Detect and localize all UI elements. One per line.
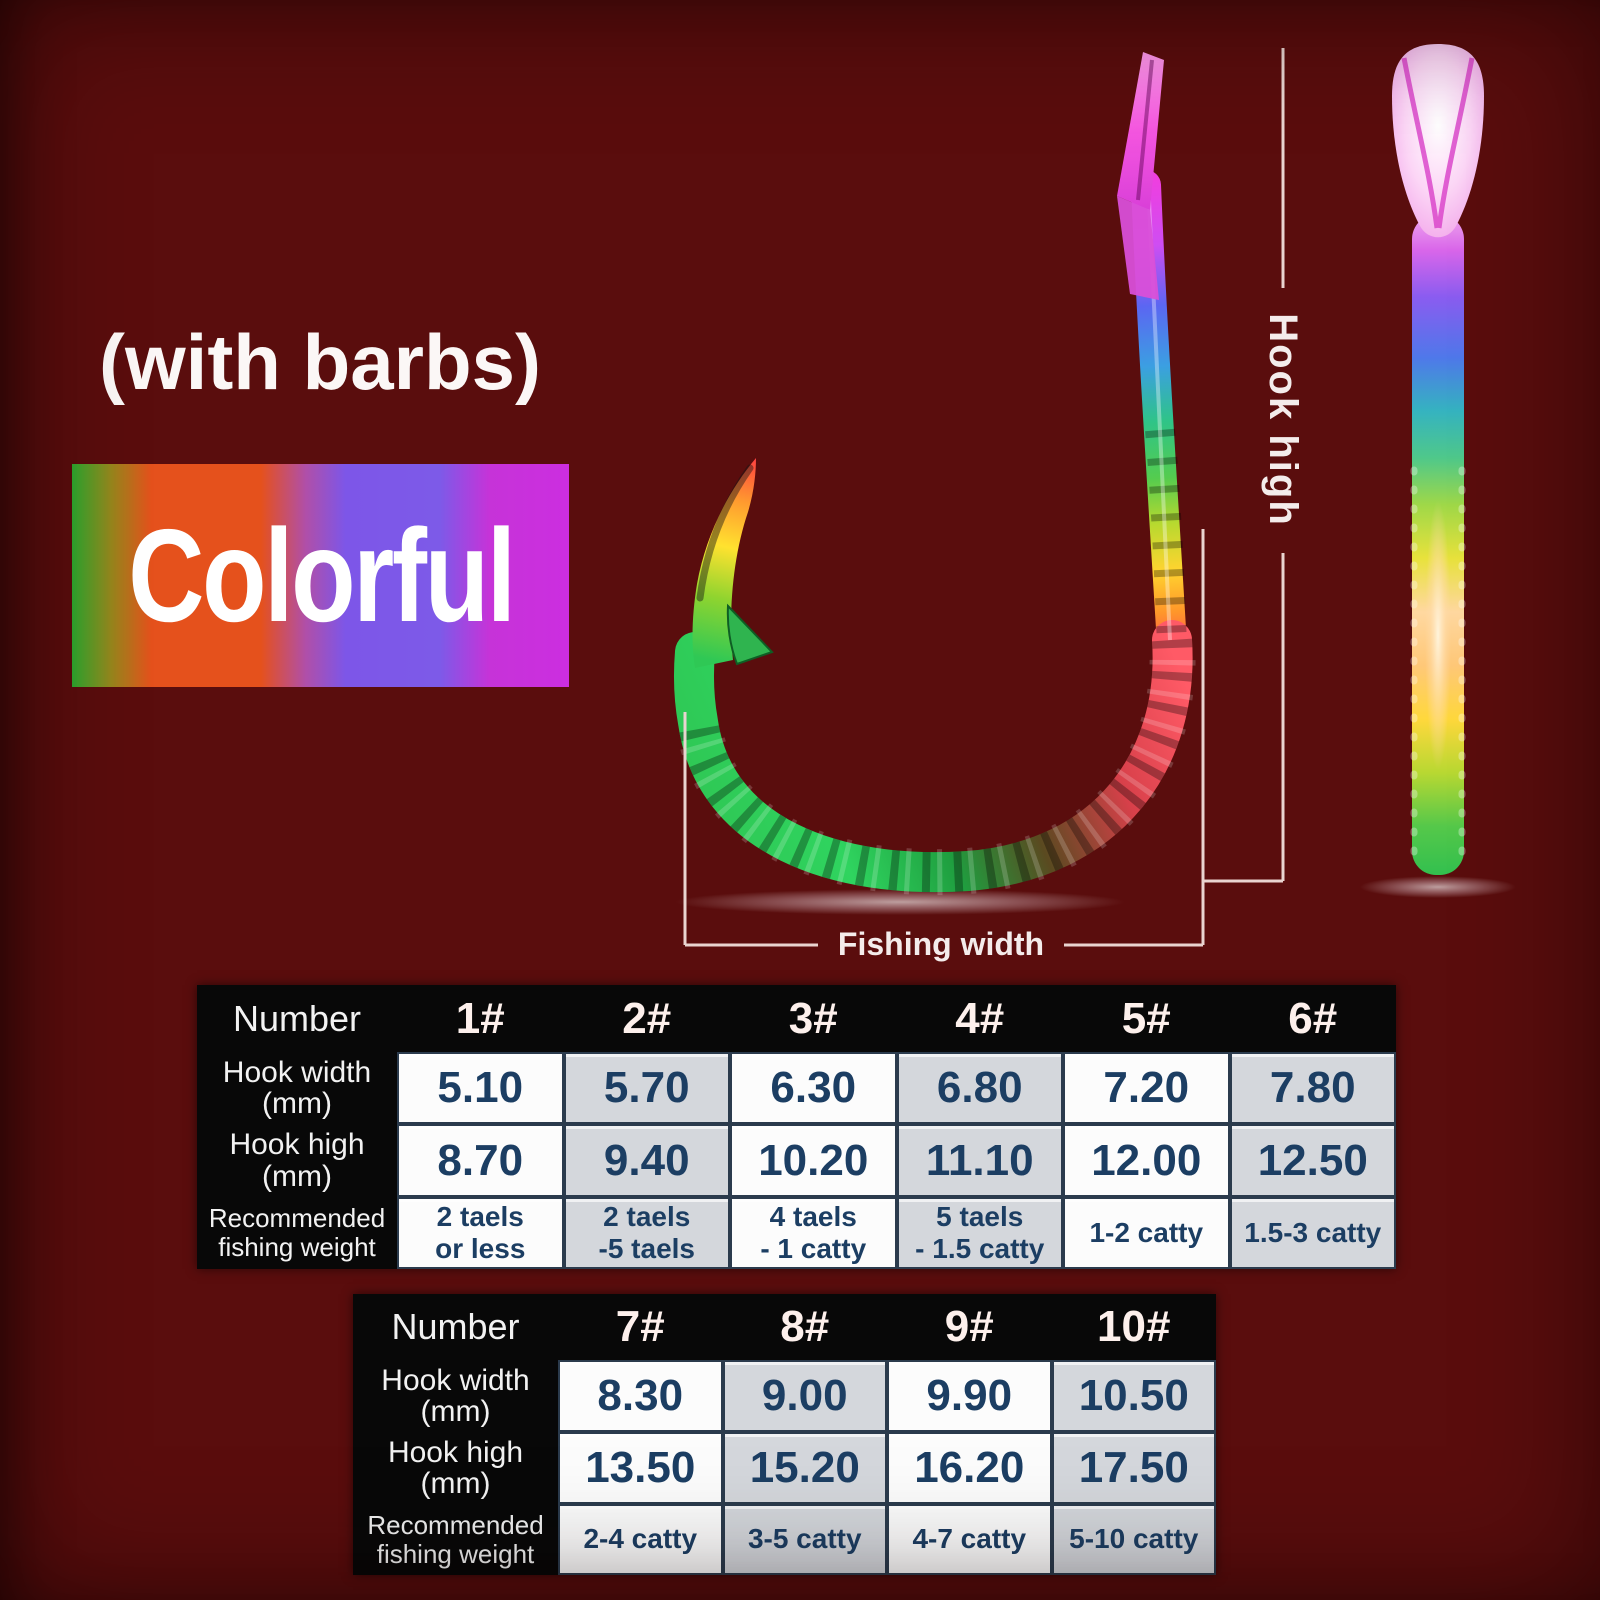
weight-cell: 2-4 catty — [558, 1504, 723, 1575]
hook-width-cell: 7.80 — [1229, 1052, 1396, 1124]
hook-spade-top — [1117, 52, 1164, 210]
row-header-hook-width: Hook width (mm) — [197, 1052, 397, 1124]
hook-spade-edge — [1136, 59, 1154, 201]
ground-glow-hook — [675, 889, 1125, 915]
dimension-lines — [683, 48, 1285, 947]
hook-width-cell: 9.00 — [722, 1360, 887, 1432]
weight-cell: 2 taels -5 taels — [563, 1197, 730, 1269]
colorful-banner-label: Colorful — [127, 502, 516, 649]
weight-cell: 5 taels - 1.5 catty — [896, 1197, 1063, 1269]
main-hook-illustration — [674, 52, 1196, 896]
hook-high-cell: 9.40 — [563, 1124, 730, 1197]
hook-high-cell: 8.70 — [397, 1124, 564, 1197]
hook-high-cell: 11.10 — [896, 1124, 1063, 1197]
hook-bend — [674, 620, 1193, 893]
colorful-banner: Colorful — [72, 464, 569, 687]
column-header-4: 4# — [896, 985, 1063, 1052]
row-header-number: Number — [353, 1294, 558, 1360]
hook-width-cell: 5.70 — [563, 1052, 730, 1124]
hook-high-cell: 10.20 — [730, 1124, 897, 1197]
column-header-3: 3# — [730, 985, 897, 1052]
weight-cell: 2 taels or less — [397, 1197, 564, 1269]
front-paddle — [1392, 44, 1484, 238]
hook-width-cell: 7.20 — [1063, 1052, 1230, 1124]
weight-cell: 3-5 catty — [722, 1504, 887, 1575]
hook-point — [692, 458, 756, 668]
weight-cell: 4 taels - 1 catty — [730, 1197, 897, 1269]
hook-width-cell: 10.50 — [1051, 1360, 1216, 1432]
column-header-6: 6# — [1229, 985, 1396, 1052]
weight-cell: 1.5-3 catty — [1229, 1197, 1396, 1269]
spec-table-2: Number 7# 8# 9# 10# Hook width (mm) 8.30… — [353, 1294, 1216, 1575]
hook-width-cell: 8.30 — [558, 1360, 723, 1432]
column-header-9: 9# — [887, 1294, 1052, 1360]
fishing-width-label: Fishing width — [838, 926, 1044, 962]
row-header-recommended-weight: Recommended fishing weight — [197, 1197, 397, 1269]
hook-high-label: Hook high — [1261, 313, 1305, 527]
weight-cell: 1-2 catty — [1063, 1197, 1230, 1269]
row-header-number: Number — [197, 985, 397, 1052]
hook-high-cell: 12.50 — [1229, 1124, 1396, 1197]
column-header-10: 10# — [1051, 1294, 1216, 1360]
hook-barb — [726, 603, 774, 666]
hook-high-cell: 13.50 — [558, 1432, 723, 1504]
hook-spade-fold — [1117, 196, 1159, 300]
column-header-1: 1# — [397, 985, 564, 1052]
front-paddle-vein — [1401, 57, 1475, 229]
row-header-hook-width: Hook width (mm) — [353, 1360, 558, 1432]
row-header-recommended-weight: Recommended fishing weight — [353, 1504, 558, 1575]
column-header-2: 2# — [563, 985, 730, 1052]
weight-cell: 4-7 catty — [887, 1504, 1052, 1575]
hook-front-view — [1392, 44, 1484, 875]
with-barbs-label: (with barbs) — [99, 317, 541, 406]
weight-cell: 5-10 catty — [1051, 1504, 1216, 1575]
front-shaft-glow — [1425, 500, 1451, 770]
hook-width-cell: 9.90 — [887, 1360, 1052, 1432]
ground-glow-shaft — [1360, 876, 1516, 898]
row-header-hook-high: Hook high (mm) — [353, 1432, 558, 1504]
hook-point-shadow-line — [696, 464, 754, 602]
hook-high-cell: 17.50 — [1051, 1432, 1216, 1504]
hook-high-cell: 15.20 — [722, 1432, 887, 1504]
column-header-8: 8# — [722, 1294, 887, 1360]
hook-high-cell: 12.00 — [1063, 1124, 1230, 1197]
spec-table-1: Number 1# 2# 3# 4# 5# 6# Hook width (mm)… — [197, 985, 1396, 1269]
hook-width-cell: 6.30 — [730, 1052, 897, 1124]
column-header-5: 5# — [1063, 985, 1230, 1052]
hook-width-cell: 5.10 — [397, 1052, 564, 1124]
column-header-7: 7# — [558, 1294, 723, 1360]
hook-high-cell: 16.20 — [887, 1432, 1052, 1504]
row-header-hook-high: Hook high (mm) — [197, 1124, 397, 1197]
hook-width-cell: 6.80 — [896, 1052, 1063, 1124]
